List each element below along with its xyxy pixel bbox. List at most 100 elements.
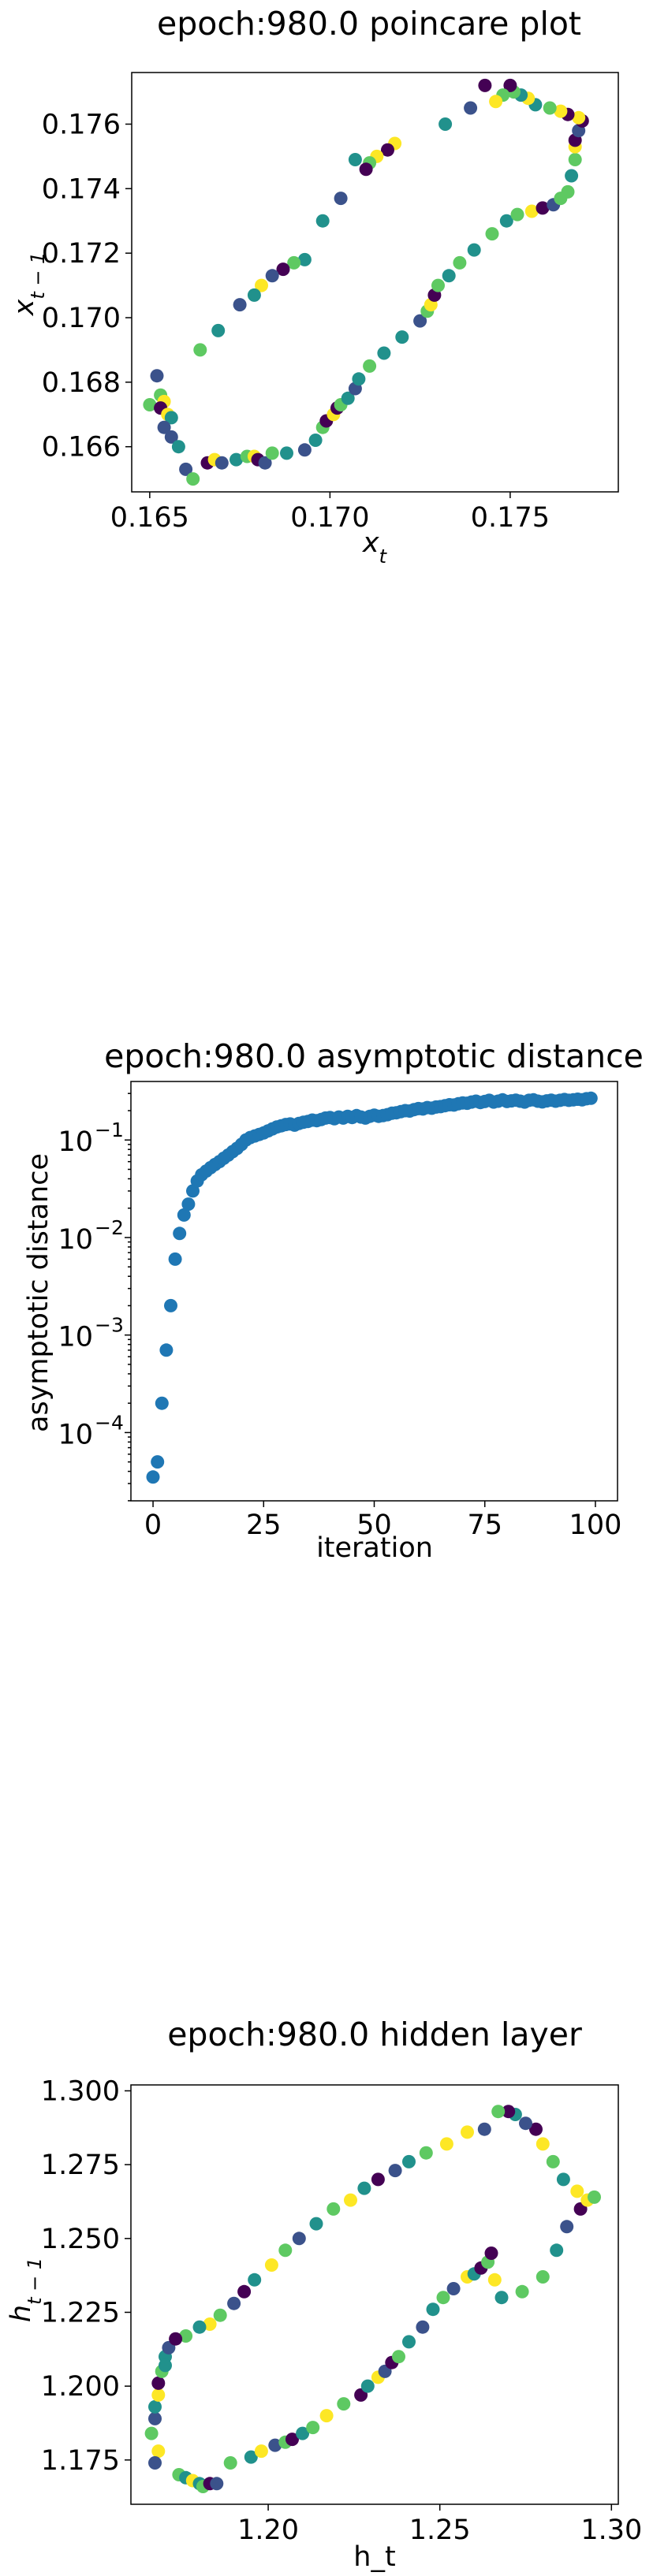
scatter-point [491, 2105, 506, 2119]
scatter-point [278, 2243, 293, 2258]
scatter-point [478, 78, 492, 92]
scatter-point [159, 1343, 174, 1357]
scatter-point [360, 2379, 375, 2393]
scatter-point [438, 117, 453, 131]
scatter-point [285, 2433, 299, 2447]
scatter-point [584, 1091, 598, 1105]
scatter-point [151, 2388, 166, 2402]
scatter-point [464, 101, 478, 115]
scatter-point [359, 162, 373, 177]
scatter-point [357, 2181, 371, 2195]
y-tick-label: 0.174 [42, 173, 121, 205]
x-tick-label: 100 [569, 1509, 622, 1541]
scatter-point [308, 434, 323, 447]
scatter-point [148, 2411, 162, 2425]
y-tick-label: 1.175 [41, 2445, 120, 2477]
y-tick-label: 10 [58, 1224, 93, 1256]
asymptotic-distance-panel: epoch:980.0 asymptotic distance 0 25 50 75 1… [23, 1037, 644, 1564]
scatter-point [546, 2154, 560, 2168]
y-tick-label: 1.250 [41, 2224, 120, 2255]
x-tick-label: 1.30 [580, 2515, 642, 2546]
scatter-point [363, 359, 377, 373]
scatter-point [179, 462, 193, 476]
scatter-point [151, 1455, 165, 1469]
x-tick-label: 0.170 [290, 502, 369, 534]
x-axis-label: h_t [353, 2541, 395, 2573]
x-tick-label: 1.20 [237, 2515, 299, 2546]
scatter-point [213, 2308, 227, 2322]
scatter-point [233, 298, 247, 312]
y-tick-exponent: −1 [95, 1119, 124, 1141]
scatter-point [173, 1227, 187, 1241]
scatter-point [499, 214, 513, 228]
scatter-point [265, 269, 279, 283]
scatter-point [297, 252, 312, 266]
scatter-point [159, 2358, 172, 2373]
scatter-point [377, 346, 391, 360]
scatter-point [561, 184, 575, 199]
scatter-point [519, 2116, 532, 2131]
scatter-points [146, 1091, 598, 1484]
scatter-point [169, 2332, 183, 2346]
scatter-point [258, 456, 272, 470]
scatter-point [237, 2284, 252, 2299]
scatter-point [164, 411, 178, 425]
scatter-point [436, 2291, 450, 2305]
scatter-point [334, 192, 348, 206]
scatter-point [388, 2164, 402, 2178]
scatter-point [556, 2172, 570, 2187]
scatter-point [572, 110, 586, 125]
plot-frame [130, 2084, 619, 2505]
scatter-point [255, 278, 268, 292]
scatter-point [550, 2243, 564, 2258]
x-tick-label: 25 [246, 1509, 282, 1541]
scatter-points [144, 2105, 601, 2493]
scatter-point [264, 2258, 278, 2272]
scatter-point [554, 104, 568, 118]
scatter-point [148, 2399, 162, 2414]
scatter-point [543, 101, 557, 115]
scatter-point [453, 255, 467, 270]
scatter-point [529, 2122, 543, 2136]
scatter-point [309, 2217, 323, 2231]
scatter-point [327, 2202, 341, 2216]
scatter-point [560, 2220, 574, 2234]
y-tick-label: 1.200 [41, 2371, 120, 2403]
scatter-point [164, 1298, 177, 1312]
scatter-point [442, 269, 456, 283]
scatter-point [244, 2450, 258, 2464]
scatter-point [155, 1396, 169, 1410]
scatter-point [186, 1184, 200, 1198]
x-axis-label: iteration [316, 1532, 433, 1564]
scatter-point [502, 2105, 516, 2119]
y-tick-label: 0.168 [42, 367, 121, 399]
scatter-point [402, 2154, 416, 2168]
y-tick-label: 10 [58, 1126, 93, 1158]
scatter-point [146, 1470, 160, 1484]
y-tick-label: 1.225 [41, 2297, 120, 2328]
scatter-point [337, 2397, 351, 2411]
x-tick-label: 75 [467, 1509, 502, 1541]
y-tick-labels: 0.166 0.168 0.170 0.172 0.174 0.176 [42, 109, 132, 463]
scatter-point [247, 288, 261, 302]
scatter-point [348, 153, 362, 166]
scatter-point [157, 420, 171, 434]
scatter-point [211, 323, 226, 337]
scatter-point [392, 2350, 405, 2364]
scatter-point [431, 278, 445, 292]
scatter-point [179, 2329, 193, 2343]
scatter-point [489, 95, 503, 109]
scatter-point [352, 372, 366, 386]
scatter-point [484, 2247, 498, 2260]
scatter-point [181, 1197, 196, 1212]
scatter-point [151, 2444, 166, 2459]
scatter-point [381, 143, 394, 157]
scatter-point [419, 2146, 433, 2160]
y-tick-label: 0.166 [42, 432, 121, 463]
scatter-point [524, 204, 539, 218]
scatter-point [319, 2409, 334, 2423]
y-tick-label: 0.172 [42, 238, 121, 270]
scatter-point [315, 214, 330, 228]
plot-frame [130, 1081, 618, 1502]
scatter-point [446, 2282, 461, 2295]
